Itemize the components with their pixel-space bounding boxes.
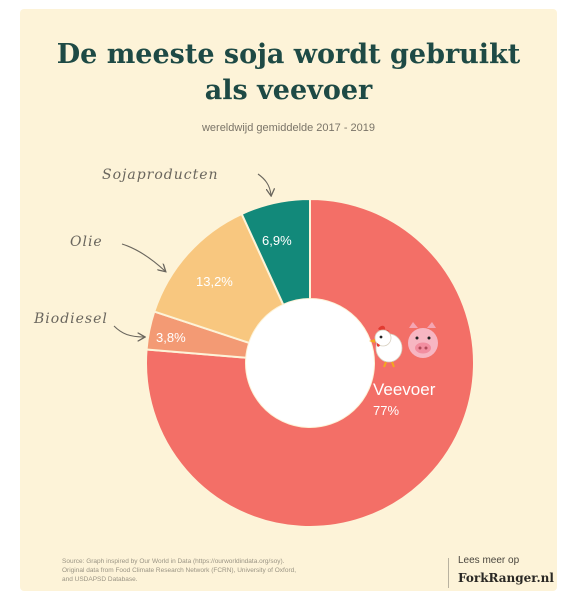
infographic-card: De meeste soja wordt gebruikt als veevoe…	[20, 9, 557, 591]
arrow-sojaproducten	[257, 173, 271, 195]
read-more-label: Lees meer op	[458, 555, 520, 566]
arrow-olie	[121, 243, 165, 271]
subtitle: wereldwijd gemiddelde 2017 - 2019	[201, 122, 376, 134]
donut-hole	[246, 299, 374, 427]
label-biodiesel: Biodiesel	[33, 311, 108, 327]
annotations-group: Sojaproducten Olie Biodiesel 6,9% 13,2% …	[33, 167, 438, 418]
page-title: De meeste soja wordt gebruikt als veevoe…	[20, 37, 557, 109]
pig-icon	[408, 322, 438, 358]
label-sojaproducten: Sojaproducten	[102, 167, 219, 183]
source-line-2: Original data from Food Climate Research…	[62, 567, 297, 574]
arrow-biodiesel	[113, 325, 144, 337]
donut-chart: Sojaproducten Olie Biodiesel 6,9% 13,2% …	[33, 167, 475, 528]
slice-sojaproducten	[240, 197, 311, 307]
source-line-1: Source: Graph inspired by Our World in D…	[62, 558, 285, 565]
value-label-olie: 13,2%	[196, 274, 233, 289]
chicken-icon	[369, 325, 403, 368]
label-veevoer: Veevoer	[373, 380, 436, 399]
title-line-1: De meeste soja wordt gebruikt	[56, 39, 521, 70]
value-label-biodiesel: 3,8%	[156, 330, 186, 345]
brand-link[interactable]: ForkRanger.nl	[458, 571, 554, 585]
label-olie: Olie	[70, 234, 103, 250]
title-line-2: als veevoer	[204, 75, 373, 106]
footer-divider	[448, 558, 449, 588]
slices-group	[145, 197, 475, 528]
source-note: Source: Graph inspired by Our World in D…	[62, 557, 434, 584]
source-line-3: and USDAPSD Database.	[62, 576, 138, 583]
value-label-sojaproducten: 6,9%	[262, 233, 292, 248]
value-label-veevoer: 77%	[373, 403, 399, 418]
